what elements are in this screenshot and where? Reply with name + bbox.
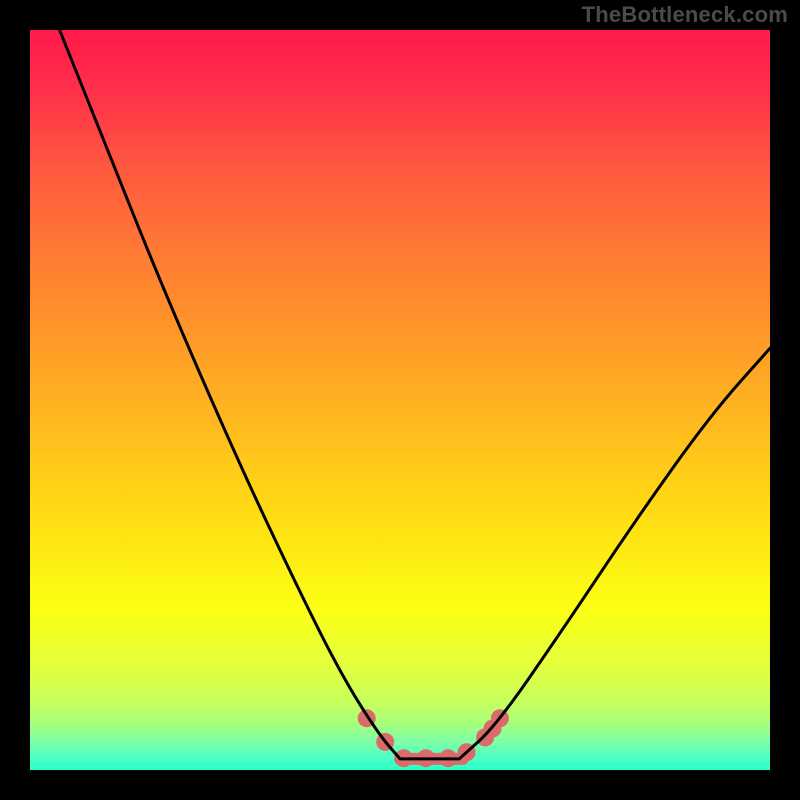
bottleneck-curve <box>60 30 770 759</box>
watermark-text: TheBottleneck.com <box>582 2 788 28</box>
plot-layer <box>0 0 800 800</box>
chart-stage: TheBottleneck.com <box>0 0 800 800</box>
